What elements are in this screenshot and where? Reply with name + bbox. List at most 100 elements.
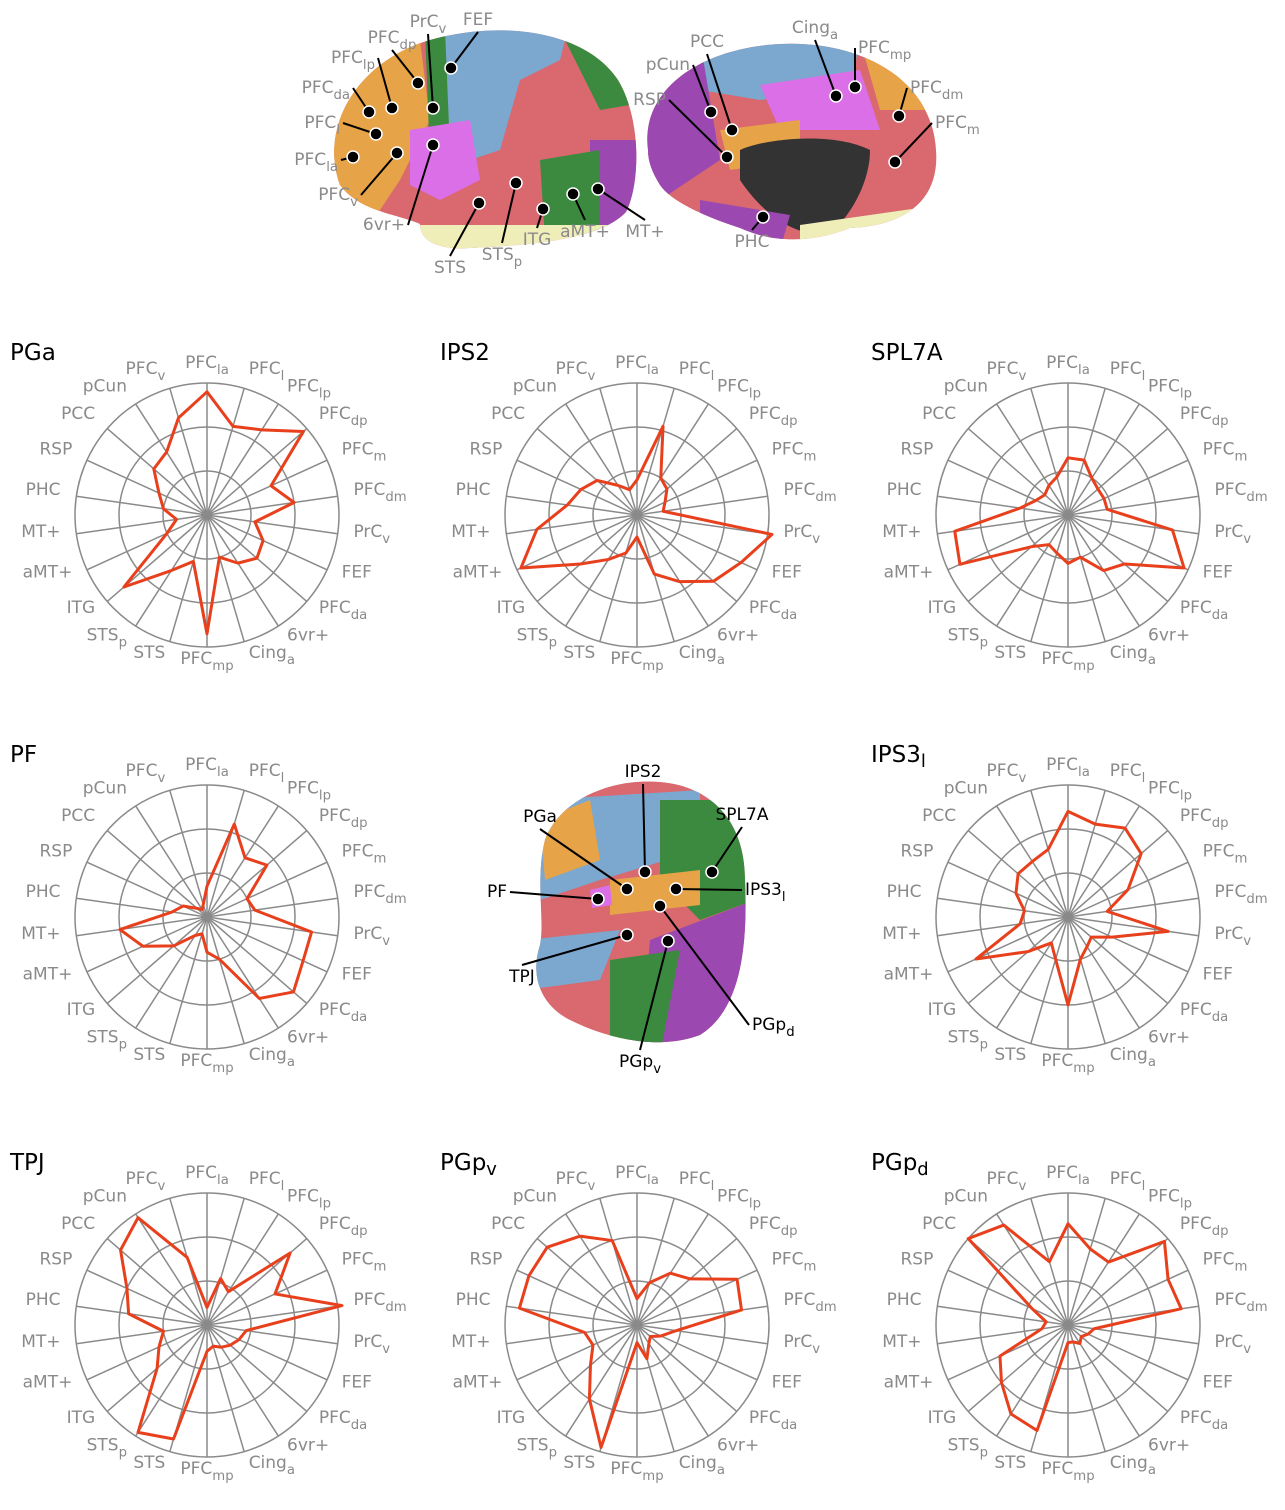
spoke <box>1067 514 1169 603</box>
axis-label-text: PHC <box>456 480 491 500</box>
axis-label-text: RSP <box>40 1250 73 1270</box>
axis-label: ITG <box>67 598 96 618</box>
axis-label: Cinga <box>1110 643 1156 668</box>
axis-label-sub: m <box>804 1260 817 1275</box>
spoke <box>86 459 208 516</box>
axis-label-sub: da <box>351 1010 368 1025</box>
axis-label: MT+ <box>21 1332 60 1352</box>
axis-label-text: PFC <box>249 1169 281 1189</box>
region-label: PFCla <box>294 150 338 175</box>
spoke <box>947 861 1069 918</box>
profile-line <box>974 809 1170 1007</box>
spoke <box>206 916 245 1044</box>
axis-label: PFCv <box>126 1169 166 1194</box>
spoke <box>967 427 1069 516</box>
spoke <box>636 514 768 535</box>
axis-label-sub: m <box>804 450 817 465</box>
region-label-sub: la <box>326 160 338 175</box>
region-label-sub: d <box>786 1025 794 1040</box>
spoke <box>599 514 638 642</box>
axis-label: PFCmp <box>610 649 663 674</box>
axis-label-sub: mp <box>212 1469 233 1484</box>
spoke <box>996 916 1069 1029</box>
spoke <box>967 1237 1069 1326</box>
axis-label: PFCdp <box>319 806 368 831</box>
axis-label-sub: m <box>374 852 387 867</box>
region-dot <box>444 61 458 75</box>
spoke <box>996 1213 1069 1326</box>
axis-label-sub: m <box>374 450 387 465</box>
axis-label-text: ITG <box>497 1408 526 1428</box>
axis-label-sub: v <box>382 1342 390 1357</box>
axis-label-text: PFC <box>610 649 642 669</box>
axis-label-text: PrC <box>1214 1332 1243 1352</box>
axis-label-text: PFC <box>1148 1186 1180 1206</box>
region-label-text: Cing <box>792 18 830 38</box>
axis-label-sub: dp <box>781 414 798 429</box>
axis-label: aMT+ <box>23 964 73 984</box>
axis-label: PFCv <box>126 359 166 384</box>
region-dot <box>426 138 440 152</box>
spoke <box>636 495 768 516</box>
region-label-text: PGp <box>752 1015 786 1035</box>
region-label-text: aMT+ <box>560 222 610 242</box>
axis-label-text: PFC <box>772 440 804 460</box>
axis-label: RSP <box>40 440 73 460</box>
axis-label-sub: la <box>1078 765 1090 780</box>
axis-label-text: MT+ <box>882 924 921 944</box>
spoke <box>206 916 308 1005</box>
axis-label-text: aMT+ <box>453 562 503 582</box>
spoke <box>506 514 638 535</box>
axis-label-text: PCC <box>922 404 956 424</box>
axis-label: PFClp <box>1148 1186 1192 1211</box>
axis-label-sub: da <box>351 608 368 623</box>
axis-label: aMT+ <box>884 964 934 984</box>
axis-label-text: Cing <box>249 1453 287 1473</box>
axis-label-text: STS <box>87 1436 119 1456</box>
axis-label-text: PFC <box>126 359 158 379</box>
axis-label-sub: v <box>157 1179 165 1194</box>
axis-label-text: PFC <box>1041 1459 1073 1479</box>
axis-label: PrCv <box>353 522 390 547</box>
spoke <box>636 1324 675 1452</box>
region-label: PGpd <box>752 1015 795 1040</box>
pointer-line <box>668 99 728 158</box>
axis-label-text: FEF <box>1203 964 1233 984</box>
spoke <box>565 514 638 627</box>
spoke <box>135 403 208 516</box>
spoke <box>169 514 208 642</box>
axis-label-text: RSP <box>40 842 73 862</box>
spoke <box>1067 829 1169 918</box>
axis-label-text: PFC <box>1046 1163 1078 1183</box>
region-label: Cinga <box>792 18 838 43</box>
axis-label: STSp <box>87 1028 127 1053</box>
region-label: PFClp <box>331 48 375 73</box>
region-label: PFCda <box>302 78 350 103</box>
spoke <box>106 1237 208 1326</box>
axis-label: STS <box>563 643 595 663</box>
region-label: 6vr+ <box>363 215 405 235</box>
axis-label-text: RSP <box>40 440 73 460</box>
axis-label-sub: a <box>717 653 725 668</box>
axis-label: PFCla <box>615 353 659 378</box>
region-dot <box>536 202 550 216</box>
spoke <box>937 916 1069 937</box>
axis-label-text: MT+ <box>21 924 60 944</box>
axis-label-text: PCC <box>491 1214 525 1234</box>
region-dot <box>509 176 523 190</box>
axis-label: PFCm <box>342 440 387 465</box>
axis-label-text: PFC <box>1180 1408 1212 1428</box>
axis-label-sub: la <box>217 765 229 780</box>
axis-label-sub: dm <box>1246 892 1267 907</box>
axis-label: PFCv <box>987 761 1027 786</box>
region-label-sub: v <box>438 22 446 37</box>
region-label-text: PGa <box>523 807 557 827</box>
axis-label-text: STS <box>87 626 119 646</box>
spoke <box>516 1324 638 1381</box>
axis-label: 6vr+ <box>1148 1028 1190 1048</box>
axis-label: PCC <box>61 404 95 424</box>
axis-label-text: FEF <box>772 562 802 582</box>
axis-label-text: PFC <box>749 598 781 618</box>
axis-label-text: PFC <box>679 359 711 379</box>
axis-label-text: PHC <box>887 480 922 500</box>
